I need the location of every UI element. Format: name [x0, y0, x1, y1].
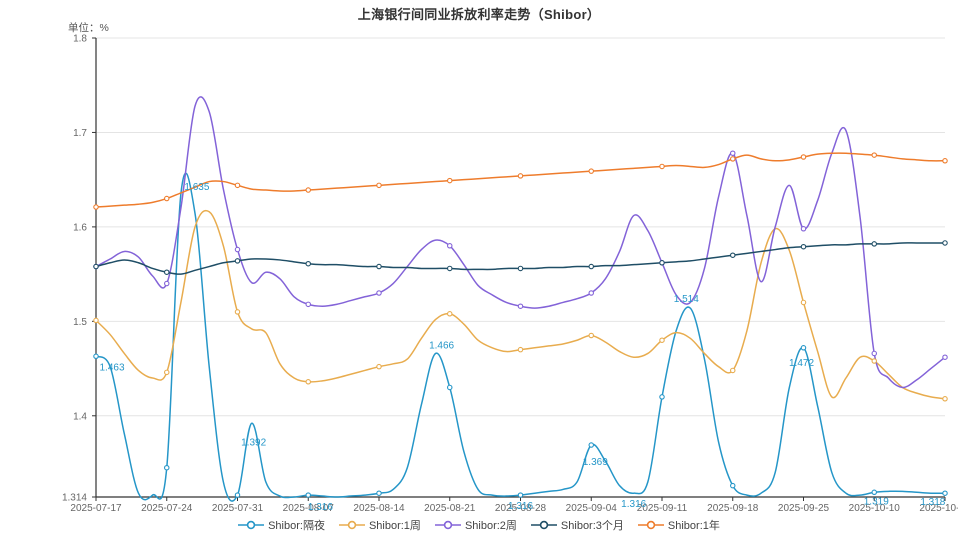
svg-text:2025-09-11: 2025-09-11: [637, 503, 688, 514]
legend-item-3[interactable]: Shibor:3个月: [530, 517, 624, 533]
legend-marker-icon: [434, 520, 461, 530]
legend-marker-icon: [238, 520, 265, 530]
page-title: 上海银行间同业拆放利率走势（Shibor）: [357, 7, 601, 22]
svg-text:1.316: 1.316: [621, 499, 646, 510]
legend-item-label: Shibor:2周: [464, 520, 517, 532]
svg-text:2025-08-14: 2025-08-14: [353, 503, 405, 514]
legend-item-1[interactable]: Shibor:1周: [338, 517, 421, 533]
svg-text:2025-09-18: 2025-09-18: [707, 503, 759, 514]
svg-text:2025-07-24: 2025-07-24: [141, 503, 193, 514]
legend-marker-icon: [637, 520, 664, 530]
data-labels: 1.463 1.635 1.392 1.316 1.466 1.316 1.369 1.316…: [99, 182, 945, 513]
svg-text:1.7: 1.7: [73, 128, 87, 139]
svg-text:1.635: 1.635: [184, 182, 209, 193]
svg-text:1.463: 1.463: [99, 362, 124, 373]
legend-item-label: Shibor:隔夜: [268, 520, 325, 532]
svg-text:1.392: 1.392: [241, 437, 266, 448]
svg-text:2025-09-04: 2025-09-04: [566, 503, 618, 514]
svg-text:1.5: 1.5: [73, 317, 87, 328]
svg-text:1.514: 1.514: [674, 294, 699, 305]
y-axis-ticks: 1.314 1.4 1.5 1.6 1.7 1.8: [62, 34, 87, 504]
svg-text:2025-08-07: 2025-08-07: [283, 503, 335, 514]
legend-item-0[interactable]: Shibor:隔夜: [238, 517, 325, 533]
svg-text:1.8: 1.8: [73, 34, 87, 45]
legend-marker-icon: [530, 520, 557, 530]
svg-text:2025-08-28: 2025-08-28: [495, 503, 547, 514]
legend-item-label: Shibor:1周: [368, 520, 421, 532]
legend-item-label: Shibor:3个月: [560, 520, 624, 532]
svg-text:1.316: 1.316: [508, 501, 533, 512]
svg-text:2025-10-17: 2025-10-17: [919, 503, 958, 514]
legend-item-label: Shibor:1年: [667, 520, 720, 532]
svg-text:2025-08-21: 2025-08-21: [424, 503, 476, 514]
svg-text:2025-09-25: 2025-09-25: [778, 503, 830, 514]
svg-text:1.369: 1.369: [583, 457, 608, 468]
svg-text:2025-10-10: 2025-10-10: [849, 503, 901, 514]
svg-text:1.472: 1.472: [789, 358, 814, 369]
svg-text:1.4: 1.4: [73, 411, 87, 422]
svg-text:1.314: 1.314: [62, 493, 87, 504]
legend-item-4[interactable]: Shibor:1年: [637, 517, 720, 533]
series-lines: [95, 96, 946, 502]
svg-text:2025-07-31: 2025-07-31: [212, 503, 264, 514]
series-markers: [93, 150, 948, 498]
legend-marker-icon: [338, 520, 365, 530]
svg-text:2025-07-17: 2025-07-17: [70, 503, 122, 514]
unit-label: 单位：%: [68, 22, 109, 34]
svg-text:1.466: 1.466: [429, 340, 454, 351]
legend: Shibor:隔夜 Shibor:1周 Shibor:2周 Shibor:3个月 Shi…: [0, 517, 958, 533]
svg-text:1.316: 1.316: [308, 502, 333, 513]
svg-text:1.6: 1.6: [73, 222, 87, 233]
legend-item-2[interactable]: Shibor:2周: [434, 517, 517, 533]
svg-text:1.319: 1.319: [864, 496, 889, 507]
x-axis-ticks: 2025-07-17 2025-07-24 2025-07-31 2025-08-07…: [70, 503, 958, 514]
svg-text:1.318: 1.318: [920, 497, 945, 508]
